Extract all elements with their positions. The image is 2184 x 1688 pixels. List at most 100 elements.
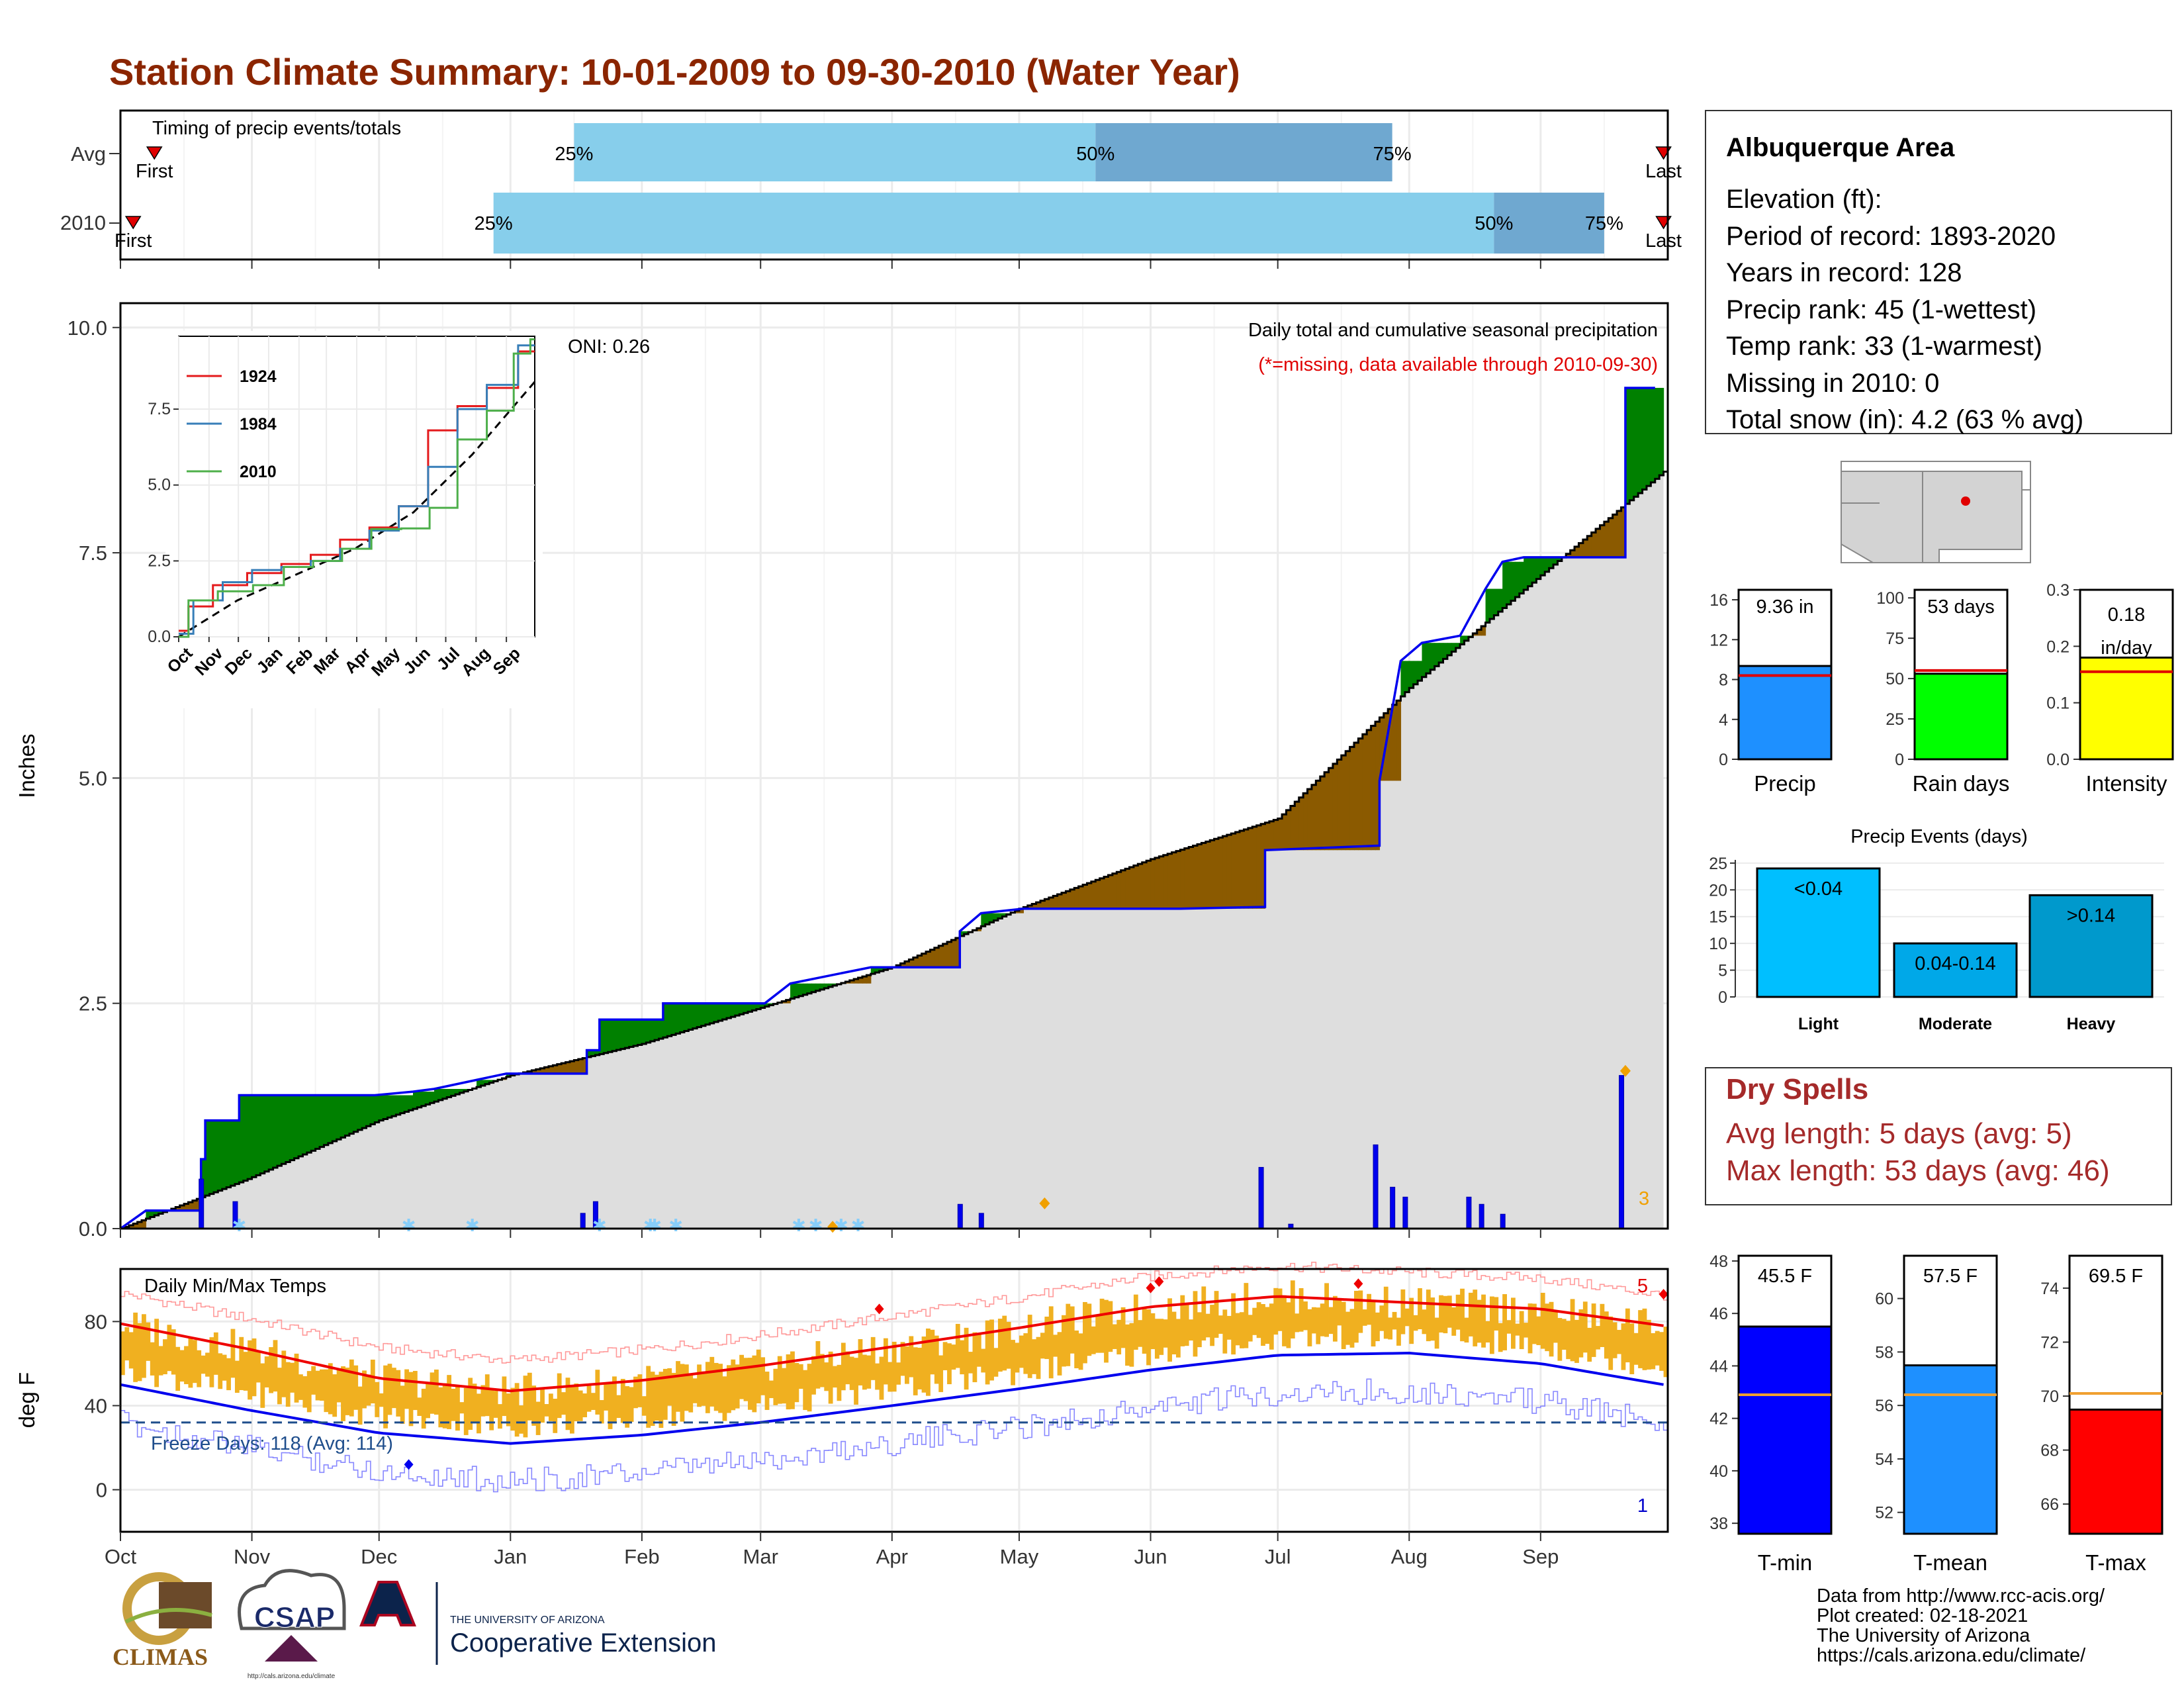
- inset-legend-label: 2010: [240, 463, 277, 481]
- month-tick-label: Aug: [1391, 1545, 1428, 1568]
- location-map: [1841, 461, 2031, 563]
- month-tick-label: Feb: [624, 1545, 659, 1568]
- temp-daily-bar: [824, 1362, 829, 1391]
- temp-daily-bar: [815, 1340, 821, 1389]
- precip-below-avg-band: [1189, 847, 1194, 909]
- precip-below-avg-band: [1036, 902, 1041, 909]
- precip-above-avg-band: [1502, 561, 1508, 608]
- precip-above-avg-band: [1494, 588, 1499, 616]
- temp-daily-bar: [1434, 1317, 1439, 1349]
- inset-legend-label: 1924: [240, 367, 277, 386]
- station-line-temp-rank: Temp rank: 33 (1-warmest): [1726, 332, 2042, 361]
- precip-above-avg-band: [251, 1095, 257, 1178]
- temp-gauge-y-tick-label: 60: [1875, 1290, 1893, 1309]
- temp-daily-bar: [171, 1329, 176, 1375]
- precip-above-avg-band: [1655, 387, 1660, 479]
- temp-gauge-y-tick-label: 54: [1875, 1450, 1893, 1469]
- precip-above-avg-band: [1633, 387, 1639, 497]
- temp-daily-bar: [290, 1362, 295, 1393]
- temp-daily-bar: [1011, 1340, 1015, 1385]
- temp-daily-bar: [713, 1362, 719, 1411]
- temp-daily-bar: [1646, 1319, 1651, 1370]
- precip-above-avg-band: [408, 1095, 414, 1111]
- temp-gauge-y-tick-label: 48: [1709, 1252, 1728, 1271]
- precip-below-avg-band: [1129, 867, 1134, 909]
- precip-above-avg-band: [713, 1003, 719, 1022]
- month-tick-label: Dec: [361, 1545, 397, 1568]
- temp-daily-bar: [179, 1350, 185, 1382]
- temp-daily-bar: [1422, 1309, 1427, 1335]
- precip-above-avg-band: [1443, 643, 1448, 659]
- precip-above-avg-band: [400, 1095, 405, 1113]
- precip-above-avg-band: [1549, 557, 1554, 569]
- temp-daily-bar: [1074, 1330, 1079, 1368]
- temp-daily-bar: [1612, 1322, 1617, 1358]
- record-high-diamond-icon: [1154, 1276, 1164, 1288]
- temp-chart-title: Daily Min/Max Temps: [144, 1276, 326, 1297]
- gauge-y-tick-label: 0: [1719, 751, 1728, 769]
- temp-daily-bar: [1197, 1312, 1202, 1348]
- dry-spells-max: Max length: 53 days (avg: 46): [1726, 1154, 2110, 1187]
- temp-daily-bar: [1261, 1303, 1265, 1346]
- temp-daily-bar: [655, 1374, 659, 1421]
- temp-daily-bar: [1481, 1294, 1486, 1348]
- precip-below-avg-band: [175, 1207, 181, 1211]
- temp-daily-bar: [154, 1319, 159, 1387]
- temp-daily-bar: [1032, 1339, 1036, 1374]
- precip-above-avg-band: [790, 983, 796, 999]
- month-tick-label: Oct: [105, 1545, 137, 1568]
- precip-above-avg-band: [1642, 387, 1647, 490]
- temp-daily-bar: [1396, 1317, 1401, 1346]
- precip-daily-bar: [199, 1178, 205, 1229]
- precip-above-avg-band: [1464, 635, 1469, 641]
- precip-above-avg-band: [434, 1089, 439, 1102]
- temp-daily-bar: [1311, 1307, 1316, 1334]
- temp-daily-bar: [519, 1405, 523, 1434]
- precip-below-avg-band: [1099, 878, 1105, 909]
- temp-daily-bar: [641, 1396, 647, 1416]
- temp-gauge-y-tick-label: 56: [1875, 1397, 1893, 1415]
- temp-daily-bar: [137, 1323, 142, 1382]
- temp-daily-bar: [1578, 1309, 1584, 1358]
- precip-below-avg-band: [553, 1065, 558, 1074]
- precip-below-avg-band: [1154, 857, 1160, 909]
- temp-daily-bar: [1171, 1311, 1177, 1355]
- precip-above-avg-band: [298, 1095, 304, 1156]
- temp-daily-bar: [866, 1355, 872, 1389]
- timing-bar-25-50: [574, 123, 1096, 181]
- gauge-value-label: 9.36 in: [1756, 596, 1813, 618]
- temp-daily-bar: [1210, 1305, 1215, 1346]
- precip-above-avg-band: [883, 967, 888, 970]
- precip-daily-bar: [957, 1203, 963, 1229]
- precip-above-avg-band: [349, 1095, 354, 1134]
- temp-daily-bar: [315, 1370, 320, 1401]
- temp-daily-bar: [1375, 1312, 1380, 1342]
- temp-daily-bar: [883, 1338, 888, 1385]
- temp-daily-bar: [858, 1339, 863, 1385]
- precip-below-avg-band: [955, 937, 960, 968]
- precip-below-avg-band: [1311, 784, 1316, 851]
- temp-daily-bar: [1036, 1336, 1041, 1380]
- temp-daily-bar: [336, 1368, 341, 1403]
- precip-above-avg-band: [722, 1003, 727, 1019]
- missing-marker-icon: ✱: [643, 1216, 658, 1236]
- timing-marker-label: Last: [1645, 230, 1682, 252]
- precip-below-avg-band: [786, 1000, 791, 1004]
- temp-y-label: deg F: [15, 1372, 39, 1428]
- temp-daily-bar: [1561, 1319, 1567, 1350]
- temp-daily-bar: [1574, 1319, 1579, 1363]
- temp-daily-bar: [743, 1358, 749, 1401]
- temp-daily-bar: [1659, 1332, 1664, 1371]
- precip-above-avg-band: [667, 1003, 672, 1037]
- temp-daily-bar: [273, 1340, 278, 1392]
- precip-above-avg-band: [294, 1095, 299, 1158]
- temp-daily-bar: [230, 1329, 236, 1378]
- precip-below-avg-band: [1324, 772, 1330, 851]
- temp-daily-bar: [1418, 1288, 1422, 1330]
- precip-above-avg-band: [1659, 387, 1664, 475]
- temp-daily-bar: [1248, 1315, 1253, 1342]
- temp-daily-bar: [1324, 1283, 1329, 1337]
- temp-daily-bar: [688, 1374, 694, 1413]
- temp-daily-bar: [146, 1322, 151, 1361]
- temp-daily-bar: [1477, 1299, 1482, 1343]
